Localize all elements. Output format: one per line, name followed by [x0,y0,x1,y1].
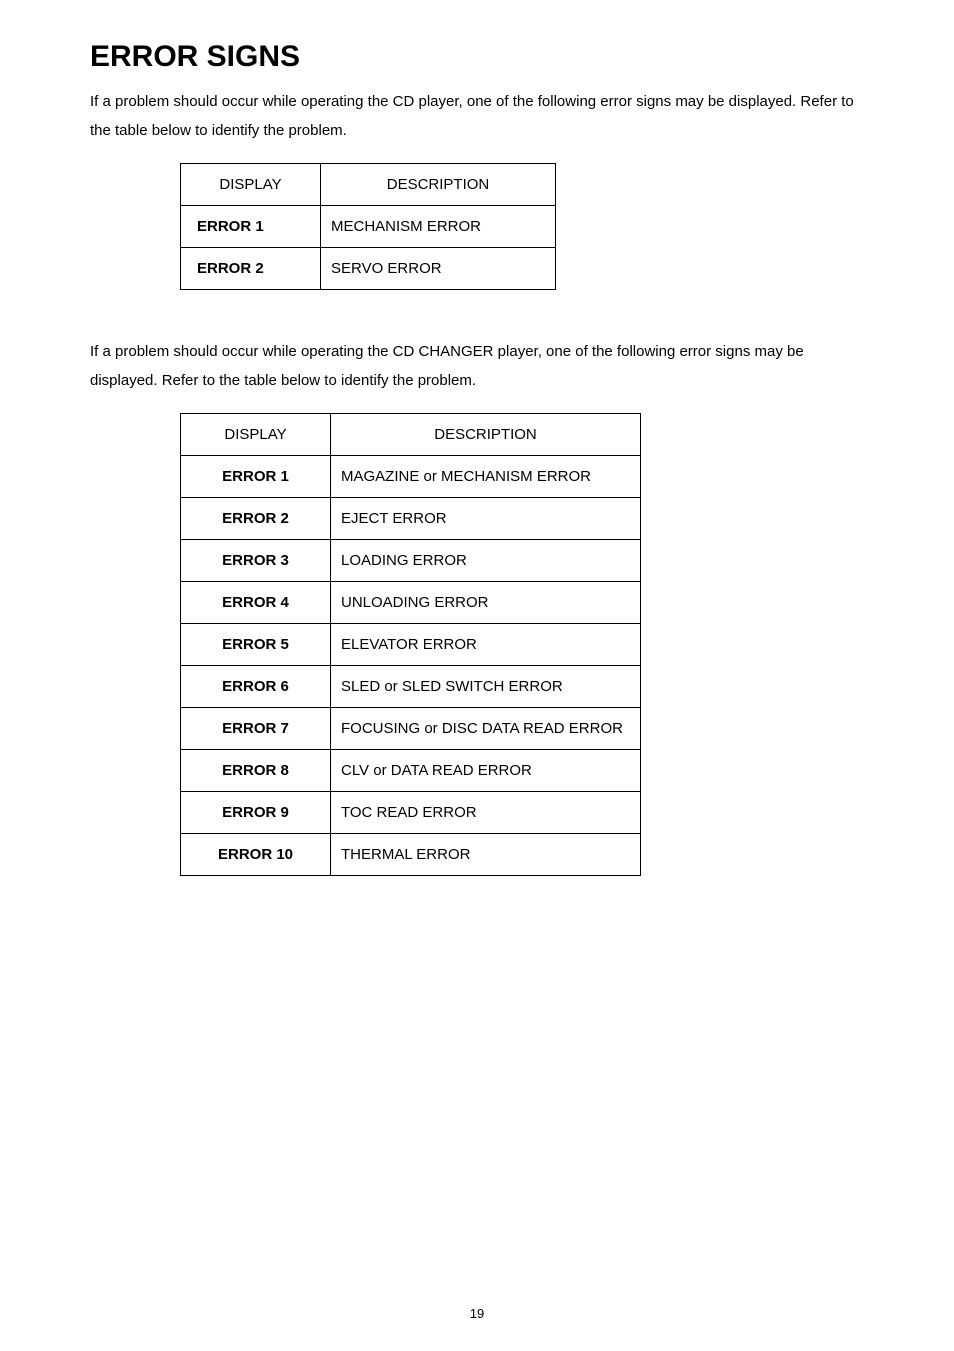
table-row: ERROR 5 ELEVATOR ERROR [181,624,641,666]
table-row: ERROR 1 MECHANISM ERROR [181,206,556,248]
page-title: ERROR SIGNS [90,40,874,74]
error-description: LOADING ERROR [331,540,641,582]
table-header-row: DISPLAY DESCRIPTION [181,164,556,206]
error-description: THERMAL ERROR [331,834,641,876]
error-display: ERROR 5 [181,624,331,666]
document-page: ERROR SIGNS If a problem should occur wh… [0,0,954,1351]
error-display: ERROR 3 [181,540,331,582]
header-display: DISPLAY [181,164,321,206]
table-row: ERROR 6 SLED or SLED SWITCH ERROR [181,666,641,708]
intro-changer-paragraph: If a problem should occur while operatin… [90,338,874,395]
error-description: SLED or SLED SWITCH ERROR [331,666,641,708]
error-description: FOCUSING or DISC DATA READ ERROR [331,708,641,750]
cd-error-table-wrap: DISPLAY DESCRIPTION ERROR 1 MECHANISM ER… [180,163,874,290]
header-description: DESCRIPTION [331,414,641,456]
header-display: DISPLAY [181,414,331,456]
error-description: CLV or DATA READ ERROR [331,750,641,792]
error-description: SERVO ERROR [321,248,556,290]
error-display: ERROR 2 [181,248,321,290]
error-display: ERROR 8 [181,750,331,792]
error-description: MAGAZINE or MECHANISM ERROR [331,456,641,498]
table-header-row: DISPLAY DESCRIPTION [181,414,641,456]
table-row: ERROR 2 EJECT ERROR [181,498,641,540]
table-row: ERROR 2 SERVO ERROR [181,248,556,290]
error-display: ERROR 9 [181,792,331,834]
error-description: EJECT ERROR [331,498,641,540]
error-description: UNLOADING ERROR [331,582,641,624]
changer-error-table: DISPLAY DESCRIPTION ERROR 1 MAGAZINE or … [180,413,641,876]
table-row: ERROR 7 FOCUSING or DISC DATA READ ERROR [181,708,641,750]
table-row: ERROR 8 CLV or DATA READ ERROR [181,750,641,792]
changer-error-table-wrap: DISPLAY DESCRIPTION ERROR 1 MAGAZINE or … [180,413,874,876]
error-display: ERROR 10 [181,834,331,876]
error-display: ERROR 7 [181,708,331,750]
table-row: ERROR 1 MAGAZINE or MECHANISM ERROR [181,456,641,498]
cd-error-table: DISPLAY DESCRIPTION ERROR 1 MECHANISM ER… [180,163,556,290]
error-display: ERROR 1 [181,206,321,248]
error-display: ERROR 2 [181,498,331,540]
header-description: DESCRIPTION [321,164,556,206]
error-display: ERROR 1 [181,456,331,498]
table-row: ERROR 3 LOADING ERROR [181,540,641,582]
table-row: ERROR 4 UNLOADING ERROR [181,582,641,624]
page-number: 19 [0,1306,954,1321]
error-description: MECHANISM ERROR [321,206,556,248]
error-description: TOC READ ERROR [331,792,641,834]
table-row: ERROR 9 TOC READ ERROR [181,792,641,834]
table-row: ERROR 10 THERMAL ERROR [181,834,641,876]
intro-cd-paragraph: If a problem should occur while operatin… [90,88,874,145]
error-description: ELEVATOR ERROR [331,624,641,666]
error-display: ERROR 6 [181,666,331,708]
error-display: ERROR 4 [181,582,331,624]
